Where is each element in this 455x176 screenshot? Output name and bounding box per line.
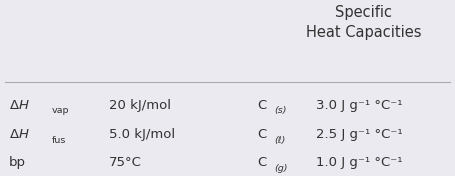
Text: $\Delta H$: $\Delta H$	[9, 128, 30, 141]
Text: C: C	[257, 156, 266, 169]
Text: 5.0 kJ/mol: 5.0 kJ/mol	[109, 128, 175, 141]
Text: $\Delta H$: $\Delta H$	[9, 99, 30, 112]
Text: bp: bp	[9, 156, 26, 169]
Text: 75°C: 75°C	[109, 156, 142, 169]
Text: (ℓ): (ℓ)	[274, 136, 286, 144]
Text: Specific
Heat Capacities: Specific Heat Capacities	[306, 5, 422, 40]
Text: 2.5 J g⁻¹ °C⁻¹: 2.5 J g⁻¹ °C⁻¹	[316, 128, 403, 141]
Text: vap: vap	[51, 106, 69, 115]
Text: C: C	[257, 128, 266, 141]
Text: (s): (s)	[274, 106, 287, 115]
Text: fus: fus	[51, 136, 66, 144]
Text: C: C	[257, 99, 266, 112]
Text: (g): (g)	[274, 164, 288, 173]
Text: 20 kJ/mol: 20 kJ/mol	[109, 99, 171, 112]
Text: 3.0 J g⁻¹ °C⁻¹: 3.0 J g⁻¹ °C⁻¹	[316, 99, 403, 112]
Text: 1.0 J g⁻¹ °C⁻¹: 1.0 J g⁻¹ °C⁻¹	[316, 156, 403, 169]
